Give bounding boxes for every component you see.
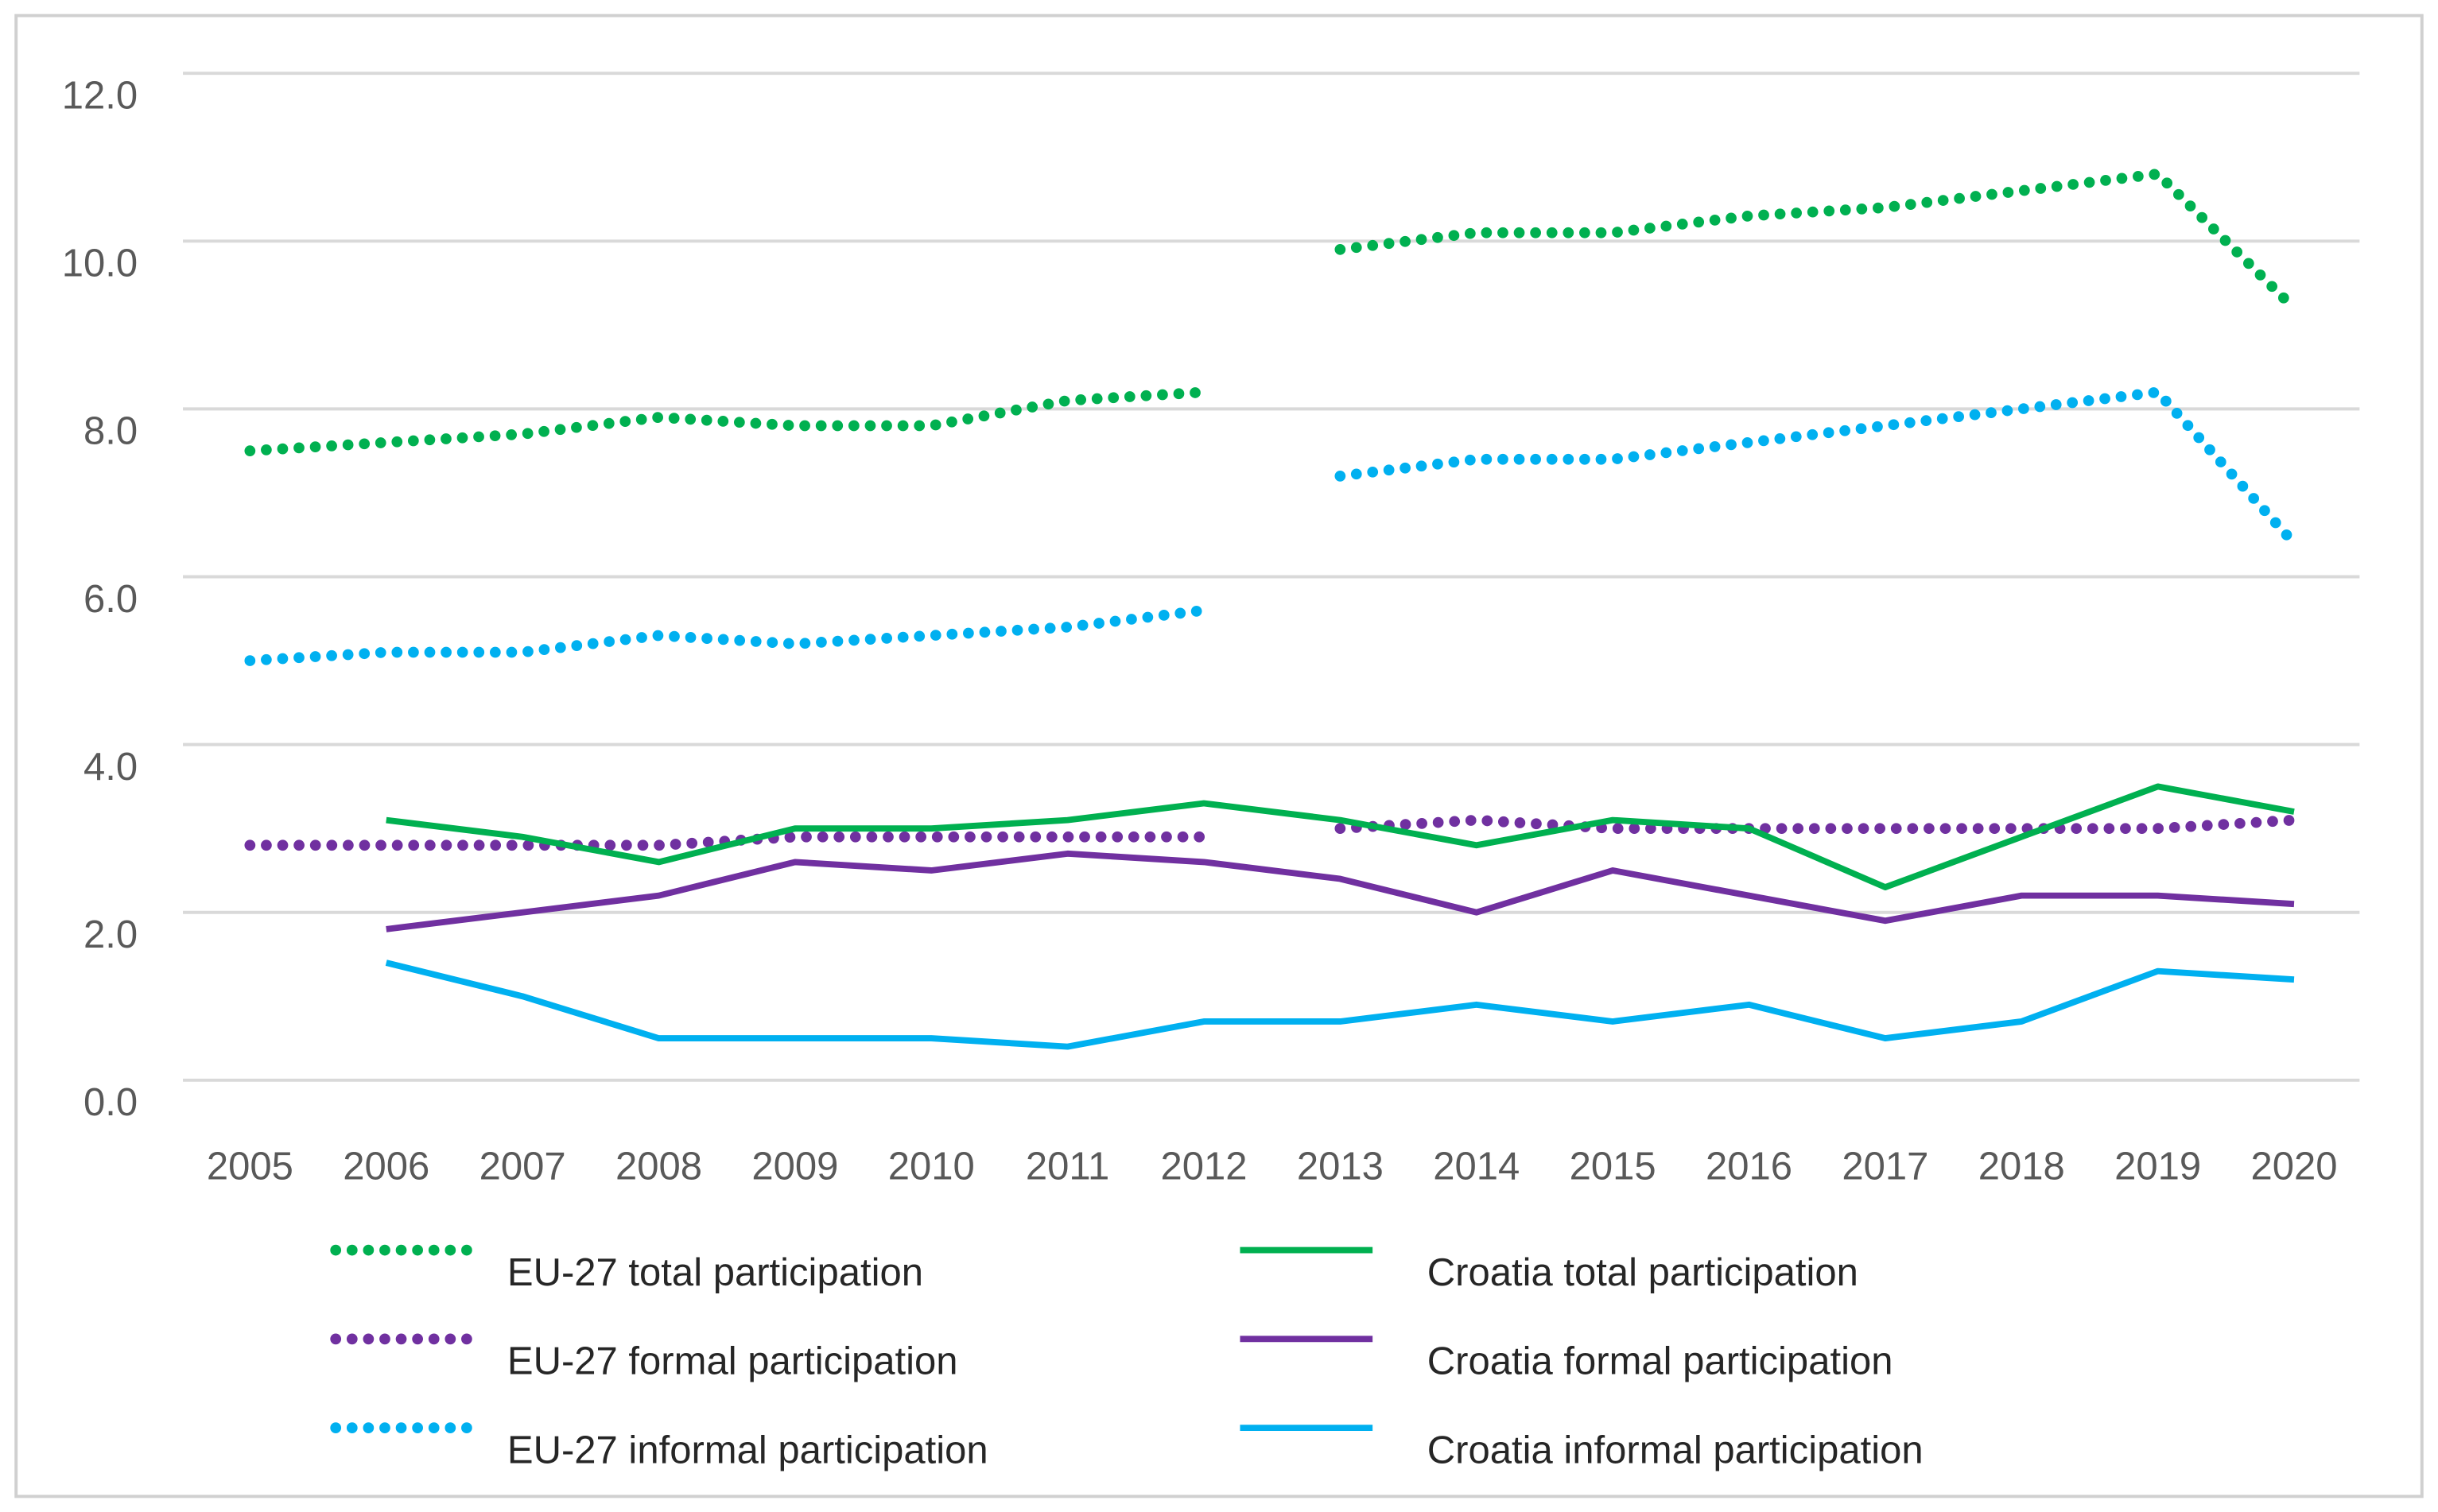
x-tick-label: 2013 <box>1297 1146 1384 1188</box>
x-tick-label: 2020 <box>2250 1146 2337 1188</box>
x-tick-label: 2011 <box>1026 1146 1109 1188</box>
x-tick-label: 2018 <box>1978 1146 2065 1188</box>
y-tick-label: 6.0 <box>83 578 138 621</box>
series-line <box>386 783 2295 890</box>
x-tick-label: 2006 <box>343 1146 429 1188</box>
x-tick-label: 2017 <box>1842 1146 1928 1188</box>
series-line <box>1334 386 2300 549</box>
series-line <box>244 831 1209 851</box>
y-tick-label: 0.0 <box>83 1081 138 1124</box>
y-tick-label: 8.0 <box>83 410 138 453</box>
legend-label: EU-27 informal participation <box>507 1429 988 1471</box>
series-line <box>244 604 1209 666</box>
legend-label: EU-27 formal participation <box>507 1340 958 1383</box>
x-tick-label: 2009 <box>751 1146 838 1188</box>
series-line <box>386 850 2295 932</box>
x-tick-label: 2016 <box>1706 1146 1792 1188</box>
series-line <box>244 386 1209 457</box>
x-tick-label: 2005 <box>207 1146 293 1188</box>
chart-border <box>14 14 2424 1498</box>
x-tick-label: 2012 <box>1160 1146 1247 1188</box>
legend-label: EU-27 total participation <box>507 1251 923 1294</box>
legend-label: Croatia total participation <box>1427 1251 1858 1294</box>
x-tick-label: 2010 <box>888 1146 975 1188</box>
x-tick-label: 2007 <box>479 1146 566 1188</box>
series-line <box>1334 814 2300 835</box>
x-tick-label: 2019 <box>2114 1146 2201 1188</box>
x-tick-label: 2014 <box>1433 1146 1520 1188</box>
legend-label: Croatia informal participation <box>1427 1429 1924 1471</box>
y-tick-label: 4.0 <box>83 746 138 789</box>
x-tick-label: 2015 <box>1570 1146 1656 1188</box>
series-line <box>1334 168 2300 314</box>
x-tick-label: 2008 <box>615 1146 702 1188</box>
y-tick-label: 12.0 <box>62 74 138 117</box>
y-tick-label: 10.0 <box>62 242 138 285</box>
y-tick-label: 2.0 <box>83 913 138 956</box>
legend-label: Croatia formal participation <box>1427 1340 1893 1383</box>
series-line <box>385 960 2295 1050</box>
